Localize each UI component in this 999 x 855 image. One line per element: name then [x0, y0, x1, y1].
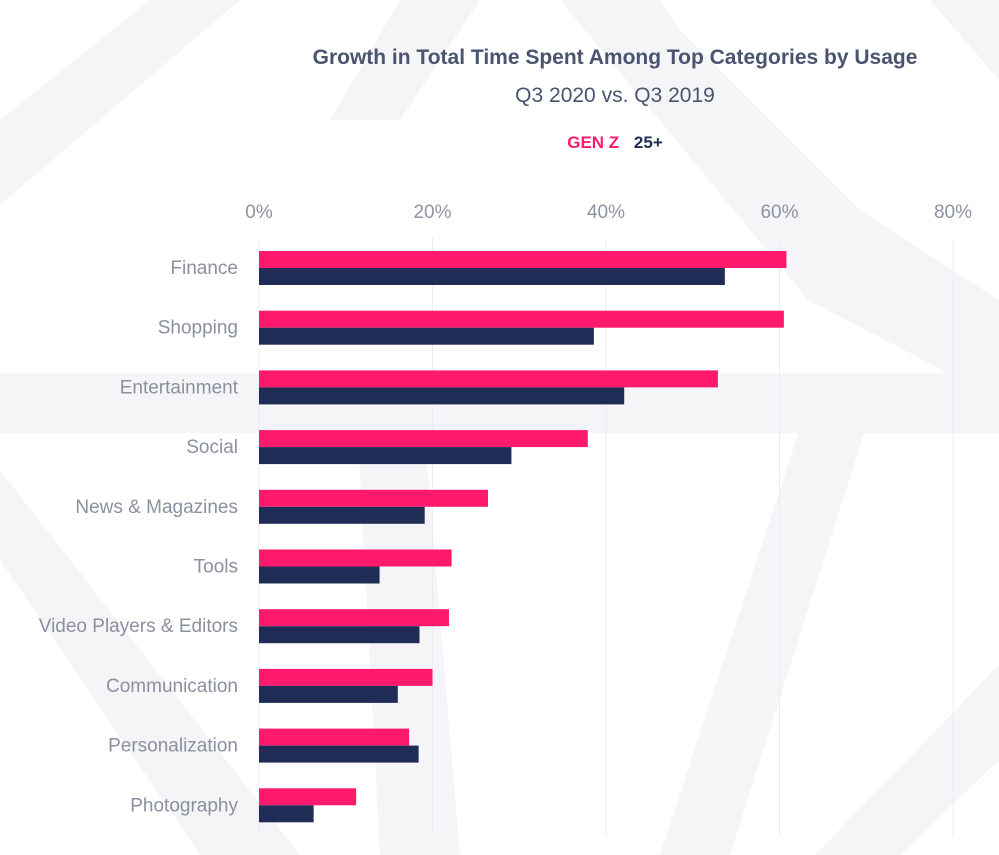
x-tick-label: 60% [760, 202, 798, 223]
category-label: Photography [130, 795, 238, 816]
bar-25-plus [259, 745, 419, 763]
chart-title: Growth in Total Time Spent Among Top Cat… [312, 46, 918, 69]
bar-25-plus [259, 626, 420, 644]
category-label: Finance [170, 258, 238, 279]
bar-25-plus [259, 805, 314, 823]
bar-25-plus [259, 566, 380, 584]
legend-item-gen-z: GEN Z [567, 133, 620, 152]
x-axis-ticks: 0% 20% 40% 60% 80% [245, 202, 972, 223]
bar-gen-z [259, 430, 588, 448]
category-labels: Finance Shopping Entertainment Social News &… [39, 258, 239, 816]
bar-25-plus [259, 447, 512, 465]
bar-gen-z [259, 310, 784, 328]
bar-25-plus [259, 327, 594, 345]
bar-gen-z [259, 788, 357, 806]
category-label: Personalization [108, 736, 238, 757]
bar-gen-z [259, 251, 787, 268]
x-tick-label: 40% [587, 202, 625, 223]
bar-gen-z [259, 370, 718, 388]
bar-25-plus [259, 387, 625, 405]
legend-item-25-plus: 25+ [633, 133, 663, 152]
bar-gen-z [259, 668, 433, 686]
x-tick-label: 20% [413, 202, 451, 223]
legend: GEN Z 25+ [230, 133, 999, 153]
x-tick-label: 80% [934, 202, 972, 223]
bar-25-plus [259, 268, 725, 285]
category-label: Shopping [158, 318, 238, 339]
bg-stripe [930, 0, 999, 80]
chart-subtitle: Q3 2020 vs. Q3 2019 [515, 84, 715, 107]
bar-gen-z [259, 489, 489, 507]
category-label: Video Players & Editors [39, 616, 238, 637]
x-tick-label: 0% [245, 202, 273, 223]
bg-stripe [580, 0, 740, 120]
bar-25-plus [259, 685, 398, 703]
bg-stripe [0, 470, 300, 855]
bar-25-plus [259, 506, 425, 524]
bars [259, 251, 787, 823]
bg-stripe [330, 0, 480, 120]
category-label: Communication [106, 676, 238, 697]
category-label: News & Magazines [75, 497, 238, 518]
category-label: Entertainment [120, 377, 239, 398]
bg-stripe [808, 210, 999, 400]
category-label: Tools [194, 557, 238, 578]
bar-gen-z [259, 549, 452, 567]
bg-stripe [660, 410, 865, 855]
bg-stripe [0, 0, 240, 205]
bar-gen-z [259, 728, 410, 746]
bar-gen-z [259, 609, 449, 627]
category-label: Social [186, 437, 238, 458]
